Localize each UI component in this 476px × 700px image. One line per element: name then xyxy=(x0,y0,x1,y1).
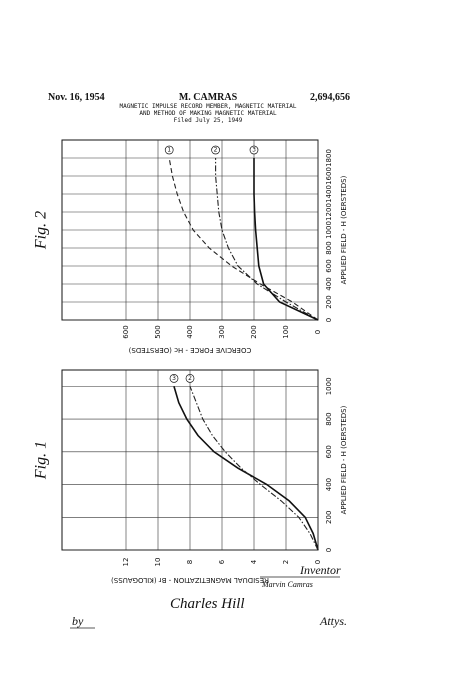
figure-label: Fig. 2 xyxy=(33,211,50,250)
x-tick-label: 1800 xyxy=(325,149,333,167)
legend-label: 3 xyxy=(172,375,176,382)
x-tick-label: 600 xyxy=(325,445,333,458)
series-line xyxy=(253,158,319,321)
x-tick-label: 200 xyxy=(325,295,333,308)
patent-number: 2,694,656 xyxy=(310,92,350,103)
x-tick-label: 200 xyxy=(325,511,333,524)
y-tick-label: 600 xyxy=(122,325,130,338)
x-tick-label: 800 xyxy=(325,412,333,425)
inventor-name: Marvin Camras xyxy=(261,580,313,589)
x-tick-label: 400 xyxy=(325,277,333,290)
series-line xyxy=(168,157,319,321)
y-tick-label: 10 xyxy=(154,558,162,567)
x-tick-label: 1600 xyxy=(325,167,333,185)
y-axis-label: COERCIVE FORCE - Hc (OERSTEDS) xyxy=(128,346,251,354)
legend-label: 2 xyxy=(214,147,218,154)
x-axis-label: APPLIED FIELD - H (OERSTEDS) xyxy=(340,175,348,284)
series-label-ring xyxy=(164,145,174,155)
x-tick-label: 600 xyxy=(325,259,333,272)
x-tick-label: 0 xyxy=(325,548,333,552)
signature: Charles Hill xyxy=(170,596,245,612)
inventor: M. CAMRAS xyxy=(179,92,238,103)
x-tick-label: 1000 xyxy=(325,377,333,395)
legend-label: 3 xyxy=(252,147,256,154)
date: Nov. 16, 1954 xyxy=(48,92,105,103)
series-line xyxy=(215,158,319,321)
y-tick-label: 100 xyxy=(282,325,290,338)
figure-label: Fig. 1 xyxy=(33,441,50,480)
y-tick-label: 2 xyxy=(282,560,290,564)
series-line xyxy=(189,386,319,551)
title-line: Filed July 25, 1949 xyxy=(174,117,243,124)
x-tick-label: 1400 xyxy=(325,185,333,203)
y-axis-label: RESIDUAL MAGNETIZATION - Br (KILOGAUSS) xyxy=(111,576,269,584)
x-tick-label: 1200 xyxy=(325,203,333,221)
y-tick-label: 300 xyxy=(218,325,226,338)
x-axis-label: APPLIED FIELD - H (OERSTEDS) xyxy=(340,405,348,514)
x-tick-label: 800 xyxy=(325,241,333,254)
y-tick-label: 400 xyxy=(186,325,194,338)
inventor-caption: Inventor xyxy=(299,563,341,577)
y-tick-label: 0 xyxy=(314,560,322,564)
legend-label: 1 xyxy=(167,147,171,154)
y-tick-label: 0 xyxy=(314,330,322,334)
y-tick-label: 4 xyxy=(250,559,258,564)
y-tick-label: 8 xyxy=(186,560,194,564)
series-label-ring xyxy=(249,145,259,155)
by: by xyxy=(72,614,84,628)
series-label-ring xyxy=(169,374,179,383)
attys: Attys. xyxy=(319,614,347,628)
series-label-ring xyxy=(211,145,220,155)
x-tick-label: 400 xyxy=(325,478,333,491)
title-line: AND METHOD OF MAKING MAGNETIC MATERIAL xyxy=(139,110,277,117)
y-tick-label: 6 xyxy=(218,559,226,564)
legend-label: 2 xyxy=(188,375,192,382)
x-tick-label: 1000 xyxy=(325,221,333,239)
y-tick-label: 12 xyxy=(122,558,130,567)
series-label-ring xyxy=(185,374,195,383)
x-tick-label: 0 xyxy=(325,318,333,322)
title-line: MAGNETIC IMPULSE RECORD MEMBER, MAGNETIC… xyxy=(119,103,296,110)
series-line xyxy=(173,386,319,551)
y-tick-label: 500 xyxy=(154,325,162,338)
y-tick-label: 200 xyxy=(250,325,258,338)
